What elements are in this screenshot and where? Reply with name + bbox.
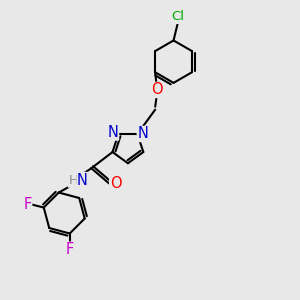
Text: N: N [77,172,88,188]
Text: H: H [68,174,78,187]
Text: N: N [137,127,148,142]
Text: N: N [108,125,118,140]
Text: O: O [110,176,121,191]
Text: Cl: Cl [172,11,184,23]
Text: F: F [66,242,74,257]
Text: O: O [151,82,163,98]
Text: F: F [23,197,32,212]
